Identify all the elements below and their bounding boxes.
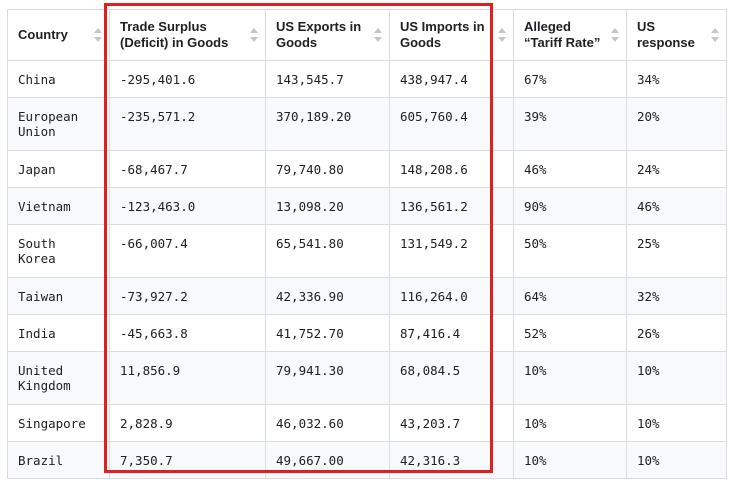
tariff-rate-cell: 67%	[513, 60, 627, 98]
column-header-us-response[interactable]: US response	[626, 9, 727, 61]
header-row: Country Trade Surplus (Deficit) in Goods…	[7, 9, 727, 61]
column-header-country[interactable]: Country	[7, 9, 110, 61]
us-exports-cell: 41,752.70	[265, 314, 390, 352]
sort-icon[interactable]	[710, 25, 720, 45]
us-exports-cell: 46,032.60	[265, 404, 390, 442]
column-header-us-imports[interactable]: US Imports in Goods	[389, 9, 514, 61]
us-imports-cell: 605,760.4	[389, 97, 514, 151]
country-cell: Singapore	[7, 404, 110, 442]
us-exports-cell: 143,545.7	[265, 60, 390, 98]
us-response-cell: 10%	[626, 404, 727, 442]
us-exports-cell: 13,098.20	[265, 187, 390, 225]
us-imports-cell: 87,416.4	[389, 314, 514, 352]
table-header: Country Trade Surplus (Deficit) in Goods…	[7, 9, 727, 61]
country-cell: Taiwan	[7, 277, 110, 315]
tariff-rate-cell: 10%	[513, 351, 627, 405]
us-imports-cell: 148,208.6	[389, 150, 514, 188]
tariff-rate-cell: 52%	[513, 314, 627, 352]
sort-icon[interactable]	[497, 25, 507, 45]
country-cell: European Union	[7, 97, 110, 151]
trade-surplus-cell: -295,401.6	[109, 60, 266, 98]
us-imports-cell: 68,084.5	[389, 351, 514, 405]
us-response-cell: 32%	[626, 277, 727, 315]
tariff-rate-cell: 10%	[513, 404, 627, 442]
column-header-label: US response	[637, 19, 695, 50]
table-row: Vietnam -123,463.0 13,098.20 136,561.2 9…	[7, 187, 727, 225]
country-cell: Brazil	[7, 441, 110, 479]
us-response-cell: 10%	[626, 441, 727, 479]
trade-surplus-cell: -66,007.4	[109, 224, 266, 278]
tariff-rate-cell: 50%	[513, 224, 627, 278]
sort-icon[interactable]	[93, 25, 103, 45]
us-exports-cell: 42,336.90	[265, 277, 390, 315]
table-row: South Korea -66,007.4 65,541.80 131,549.…	[7, 224, 727, 278]
sort-icon[interactable]	[610, 25, 620, 45]
table-row: United Kingdom 11,856.9 79,941.30 68,084…	[7, 351, 727, 405]
table-row: European Union -235,571.2 370,189.20 605…	[7, 97, 727, 151]
tariff-rate-cell: 39%	[513, 97, 627, 151]
us-imports-cell: 136,561.2	[389, 187, 514, 225]
us-imports-cell: 131,549.2	[389, 224, 514, 278]
column-header-label: Country	[18, 27, 68, 42]
us-response-cell: 20%	[626, 97, 727, 151]
table-row: China -295,401.6 143,545.7 438,947.4 67%…	[7, 60, 727, 98]
column-header-label: US Imports in Goods	[400, 19, 485, 50]
column-header-label: Trade Surplus (Deficit) in Goods	[120, 19, 229, 50]
us-exports-cell: 49,667.00	[265, 441, 390, 479]
country-cell: South Korea	[7, 224, 110, 278]
table-body: China -295,401.6 143,545.7 438,947.4 67%…	[7, 60, 727, 479]
us-imports-cell: 438,947.4	[389, 60, 514, 98]
table-row: Taiwan -73,927.2 42,336.90 116,264.0 64%…	[7, 277, 727, 315]
tariff-rate-cell: 64%	[513, 277, 627, 315]
us-response-cell: 25%	[626, 224, 727, 278]
us-exports-cell: 65,541.80	[265, 224, 390, 278]
table-row: Singapore 2,828.9 46,032.60 43,203.7 10%…	[7, 404, 727, 442]
us-response-cell: 10%	[626, 351, 727, 405]
us-imports-cell: 116,264.0	[389, 277, 514, 315]
column-header-trade-surplus[interactable]: Trade Surplus (Deficit) in Goods	[109, 9, 266, 61]
country-cell: India	[7, 314, 110, 352]
country-cell: Vietnam	[7, 187, 110, 225]
tariff-rate-cell: 90%	[513, 187, 627, 225]
sort-icon[interactable]	[249, 25, 259, 45]
tariff-rate-cell: 46%	[513, 150, 627, 188]
column-header-us-exports[interactable]: US Exports in Goods	[265, 9, 390, 61]
trade-surplus-cell: -68,467.7	[109, 150, 266, 188]
trade-surplus-cell: -123,463.0	[109, 187, 266, 225]
us-imports-cell: 42,316.3	[389, 441, 514, 479]
country-cell: China	[7, 60, 110, 98]
us-response-cell: 46%	[626, 187, 727, 225]
trade-surplus-cell: -235,571.2	[109, 97, 266, 151]
trade-surplus-cell: 2,828.9	[109, 404, 266, 442]
sort-icon[interactable]	[373, 25, 383, 45]
trade-surplus-cell: -45,663.8	[109, 314, 266, 352]
column-header-label: US Exports in Goods	[276, 19, 362, 50]
data-table-container: Country Trade Surplus (Deficit) in Goods…	[7, 9, 727, 479]
trade-surplus-cell: 11,856.9	[109, 351, 266, 405]
us-response-cell: 34%	[626, 60, 727, 98]
trade-data-table: Country Trade Surplus (Deficit) in Goods…	[7, 9, 727, 479]
us-response-cell: 24%	[626, 150, 727, 188]
column-header-label: Alleged “Tariff Rate”	[524, 19, 601, 50]
table-row: Japan -68,467.7 79,740.80 148,208.6 46% …	[7, 150, 727, 188]
us-exports-cell: 79,740.80	[265, 150, 390, 188]
us-response-cell: 26%	[626, 314, 727, 352]
us-exports-cell: 79,941.30	[265, 351, 390, 405]
country-cell: United Kingdom	[7, 351, 110, 405]
table-row: India -45,663.8 41,752.70 87,416.4 52% 2…	[7, 314, 727, 352]
table-row: Brazil 7,350.7 49,667.00 42,316.3 10% 10…	[7, 441, 727, 479]
column-header-alleged-tariff-rate[interactable]: Alleged “Tariff Rate”	[513, 9, 627, 61]
tariff-rate-cell: 10%	[513, 441, 627, 479]
trade-surplus-cell: 7,350.7	[109, 441, 266, 479]
us-imports-cell: 43,203.7	[389, 404, 514, 442]
us-exports-cell: 370,189.20	[265, 97, 390, 151]
trade-surplus-cell: -73,927.2	[109, 277, 266, 315]
country-cell: Japan	[7, 150, 110, 188]
